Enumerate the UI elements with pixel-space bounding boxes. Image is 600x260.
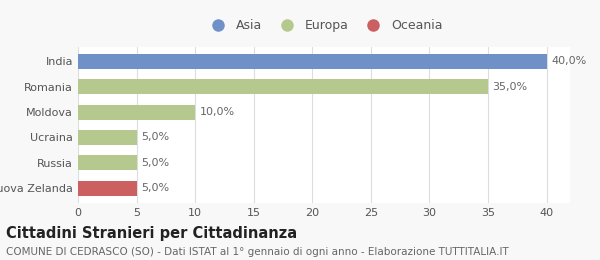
Text: 5,0%: 5,0% xyxy=(141,158,169,168)
Bar xyxy=(78,105,195,120)
Text: 35,0%: 35,0% xyxy=(493,82,528,92)
Text: 5,0%: 5,0% xyxy=(141,132,169,142)
Text: COMUNE DI CEDRASCO (SO) - Dati ISTAT al 1° gennaio di ogni anno - Elaborazione T: COMUNE DI CEDRASCO (SO) - Dati ISTAT al … xyxy=(6,247,509,257)
Text: 40,0%: 40,0% xyxy=(551,56,587,67)
Bar xyxy=(78,54,547,69)
Legend: Asia, Europa, Oceania: Asia, Europa, Oceania xyxy=(200,14,448,37)
Bar xyxy=(78,155,137,170)
Bar xyxy=(78,180,137,196)
Bar xyxy=(78,130,137,145)
Bar xyxy=(78,79,488,94)
Text: 5,0%: 5,0% xyxy=(141,183,169,193)
Text: Cittadini Stranieri per Cittadinanza: Cittadini Stranieri per Cittadinanza xyxy=(6,226,297,241)
Text: 10,0%: 10,0% xyxy=(200,107,235,117)
